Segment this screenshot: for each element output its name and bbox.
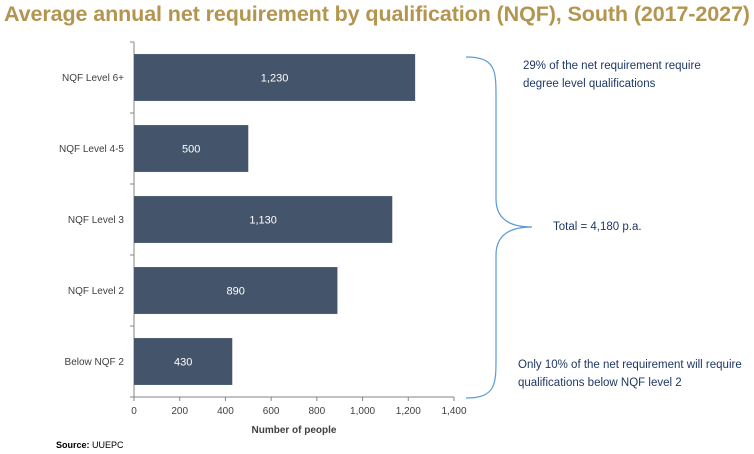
x-tick-label: 1,000 <box>350 406 375 417</box>
bar-value-label: 500 <box>182 144 200 156</box>
source-label: Source: <box>56 440 90 450</box>
bar-value-label: 1,230 <box>261 73 289 85</box>
x-tick-label: 400 <box>217 406 234 417</box>
chart-title: Average annual net requirement by qualif… <box>4 2 750 26</box>
bar-value-label: 1,130 <box>249 215 277 227</box>
y-tick-label: NQF Level 3 <box>68 215 125 226</box>
y-tick-label: NQF Level 2 <box>68 286 125 297</box>
x-tick-label: 200 <box>171 406 188 417</box>
x-tick-label: 1,200 <box>396 406 421 417</box>
bar-value-label: 890 <box>227 286 245 298</box>
bars: 1,230 500 1,130 890 430 <box>134 54 416 385</box>
y-tick-label: NQF Level 4-5 <box>59 144 124 155</box>
below-nqf2-note: Only 10% of the net requirement will req… <box>518 359 742 389</box>
bar <box>134 125 249 172</box>
bar <box>134 54 416 101</box>
bar-value-label: 430 <box>174 357 192 369</box>
x-tick-label: 1,400 <box>441 406 466 417</box>
bar <box>134 267 338 314</box>
curly-brace <box>465 56 533 399</box>
y-tick-label: NQF Level 6+ <box>62 73 124 84</box>
x-tick-label: 0 <box>131 406 137 417</box>
total-note: Total = 4,180 p.a. <box>553 221 642 233</box>
y-axis: NQF Level 6+ NQF Level 4-5 NQF Level 3 NQF … <box>59 41 135 398</box>
y-tick-label: Below NQF 2 <box>65 357 125 368</box>
x-tick-label: 600 <box>263 406 280 417</box>
x-axis-title: Number of people <box>251 425 336 436</box>
degree-level-note: 29% of the net requirement require degre… <box>523 60 701 90</box>
source-text: UUEPC <box>92 440 124 450</box>
x-axis: 0 200 400 600 800 1,000 1,200 1,400 <box>131 396 467 417</box>
bar <box>134 338 233 385</box>
x-tick-label: 800 <box>309 406 326 417</box>
source-line: Source: UUEPC <box>56 440 124 450</box>
bar <box>134 196 393 243</box>
